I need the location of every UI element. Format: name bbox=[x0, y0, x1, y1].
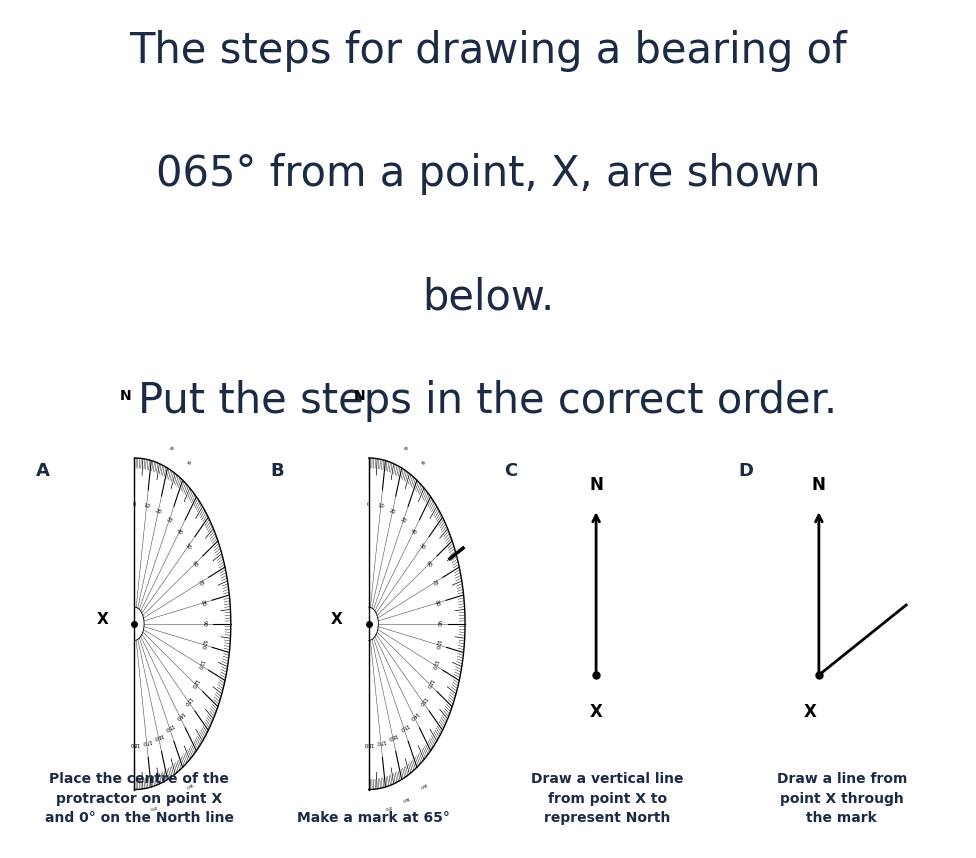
Text: 170: 170 bbox=[384, 804, 391, 809]
Text: 140: 140 bbox=[408, 710, 419, 721]
Text: N: N bbox=[353, 390, 365, 403]
Text: 100: 100 bbox=[199, 639, 206, 650]
Text: 70: 70 bbox=[430, 579, 437, 587]
Text: 90: 90 bbox=[201, 620, 206, 627]
Text: 130: 130 bbox=[183, 695, 192, 706]
Text: The steps for drawing a bearing of: The steps for drawing a bearing of bbox=[129, 29, 847, 71]
Text: A: A bbox=[36, 462, 50, 480]
Text: 40: 40 bbox=[175, 529, 183, 536]
Text: 80: 80 bbox=[200, 599, 206, 607]
Text: 30: 30 bbox=[399, 517, 408, 524]
Text: C: C bbox=[505, 462, 517, 480]
Text: Draw a line from
point X through
the mark: Draw a line from point X through the mar… bbox=[777, 772, 907, 825]
Text: 170: 170 bbox=[376, 738, 386, 745]
Text: below.: below. bbox=[422, 276, 554, 318]
Text: 150: 150 bbox=[398, 722, 409, 732]
Text: 80: 80 bbox=[434, 599, 440, 607]
Text: D: D bbox=[739, 462, 753, 480]
Text: 40: 40 bbox=[409, 529, 418, 536]
Text: 0: 0 bbox=[367, 502, 371, 507]
Text: X: X bbox=[97, 613, 108, 627]
Text: 100: 100 bbox=[433, 639, 440, 650]
Text: 30: 30 bbox=[165, 517, 174, 524]
Text: 160: 160 bbox=[386, 732, 398, 740]
Text: Put the steps in the correct order.: Put the steps in the correct order. bbox=[139, 379, 837, 421]
Text: N: N bbox=[119, 390, 131, 403]
Text: 160: 160 bbox=[167, 795, 176, 801]
Text: Draw a vertical line
from point X to
represent North: Draw a vertical line from point X to rep… bbox=[531, 772, 684, 825]
Text: 20: 20 bbox=[154, 508, 162, 515]
Text: 20: 20 bbox=[402, 446, 409, 452]
Text: 160: 160 bbox=[401, 795, 410, 801]
Text: X: X bbox=[331, 613, 343, 627]
Text: 50: 50 bbox=[183, 543, 191, 551]
Text: 150: 150 bbox=[419, 781, 427, 789]
Text: 160: 160 bbox=[152, 732, 164, 740]
Text: 150: 150 bbox=[164, 722, 175, 732]
Text: 30: 30 bbox=[420, 460, 426, 466]
Text: 10: 10 bbox=[142, 503, 150, 510]
Text: 180: 180 bbox=[130, 740, 140, 746]
Text: Place the centre of the
protractor on point X
and 0° on the North line: Place the centre of the protractor on po… bbox=[45, 772, 233, 825]
Text: 20: 20 bbox=[168, 446, 175, 452]
Text: Make a mark at 65°: Make a mark at 65° bbox=[297, 811, 450, 825]
Text: 10: 10 bbox=[377, 503, 385, 510]
Text: 60: 60 bbox=[190, 560, 198, 568]
Text: 170: 170 bbox=[142, 738, 152, 745]
Text: X: X bbox=[803, 703, 816, 721]
Text: 120: 120 bbox=[190, 678, 199, 689]
Text: 150: 150 bbox=[184, 781, 193, 789]
Text: 110: 110 bbox=[429, 659, 438, 670]
Text: N: N bbox=[590, 475, 603, 493]
Text: 50: 50 bbox=[418, 543, 426, 551]
Text: 60: 60 bbox=[425, 560, 432, 568]
Text: 20: 20 bbox=[388, 508, 396, 515]
Text: 30: 30 bbox=[185, 460, 191, 466]
Text: B: B bbox=[270, 462, 284, 480]
Text: 120: 120 bbox=[425, 678, 433, 689]
Text: 065° from a point, X, are shown: 065° from a point, X, are shown bbox=[156, 153, 820, 195]
Text: 90: 90 bbox=[435, 620, 440, 627]
Text: 0: 0 bbox=[133, 502, 137, 507]
Text: X: X bbox=[590, 703, 602, 721]
Text: 140: 140 bbox=[174, 710, 184, 721]
Text: 170: 170 bbox=[149, 804, 157, 809]
Text: N: N bbox=[812, 475, 826, 493]
Text: 180: 180 bbox=[364, 740, 374, 746]
Text: 110: 110 bbox=[195, 659, 204, 670]
Text: 130: 130 bbox=[417, 695, 427, 706]
Text: 70: 70 bbox=[196, 579, 203, 587]
